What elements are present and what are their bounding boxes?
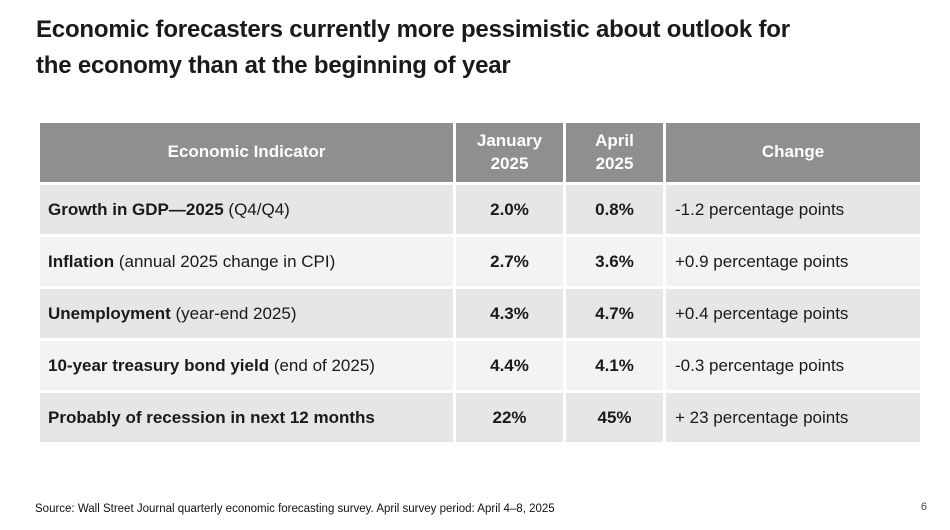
table-row: Growth in GDP—2025 (Q4/Q4) 2.0% 0.8% -1.…: [37, 182, 923, 237]
cell-change-value: +0.9 percentage points: [663, 234, 923, 289]
cell-january-value: 2.7%: [453, 234, 566, 289]
indicator-detail: (Q4/Q4): [223, 199, 290, 219]
cell-indicator-unemployment: Unemployment (year-end 2025): [37, 286, 456, 341]
cell-april-value: 4.1%: [563, 338, 666, 393]
header-january-2025: January 2025: [453, 120, 566, 185]
header-economic-indicator: Economic Indicator: [37, 120, 456, 185]
page-number: 6: [920, 501, 927, 513]
header-april-line-2: 2025: [595, 153, 634, 173]
cell-january-value: 22%: [453, 390, 566, 445]
header-april-2025: April 2025: [563, 120, 666, 185]
cell-january-value: 4.4%: [453, 338, 566, 393]
cell-indicator-inflation: Inflation (annual 2025 change in CPI): [37, 234, 456, 289]
indicator-detail: (annual 2025 change in CPI): [114, 251, 336, 271]
indicator-name: Inflation: [48, 251, 115, 271]
indicator-name: Unemployment: [48, 303, 171, 323]
slide-title: Economic forecasters currently more pess…: [36, 12, 790, 84]
indicator-name: Growth in GDP—2025: [48, 199, 224, 219]
table-row: Probably of recession in next 12 months …: [37, 390, 923, 445]
source-note: Source: Wall Street Journal quarterly ec…: [35, 503, 555, 515]
cell-change-value: -1.2 percentage points: [663, 182, 923, 237]
cell-january-value: 4.3%: [453, 286, 566, 341]
cell-change-value: -0.3 percentage points: [663, 338, 923, 393]
indicator-detail: (year-end 2025): [170, 303, 297, 323]
economic-indicators-table: Economic Indicator January 2025 April 20…: [37, 120, 923, 445]
cell-change-value: +0.4 percentage points: [663, 286, 923, 341]
header-january-line-2: 2025: [490, 153, 529, 173]
cell-indicator-recession-probability: Probably of recession in next 12 months: [37, 390, 456, 445]
cell-april-value: 4.7%: [563, 286, 666, 341]
cell-april-value: 45%: [563, 390, 666, 445]
indicator-name: 10-year treasury bond yield: [48, 355, 270, 375]
table-row: Inflation (annual 2025 change in CPI) 2.…: [37, 234, 923, 289]
cell-change-value: + 23 percentage points: [663, 390, 923, 445]
header-january-line-1: January: [476, 131, 543, 151]
slide-title-line-2: the economy than at the beginning of yea…: [36, 52, 511, 79]
cell-indicator-gdp: Growth in GDP—2025 (Q4/Q4): [37, 182, 456, 237]
header-change: Change: [663, 120, 923, 185]
cell-april-value: 3.6%: [563, 234, 666, 289]
header-april-line-1: April: [595, 131, 634, 151]
indicator-detail: (end of 2025): [269, 355, 375, 375]
table-header-row: Economic Indicator January 2025 April 20…: [37, 120, 923, 185]
table-row: Unemployment (year-end 2025) 4.3% 4.7% +…: [37, 286, 923, 341]
slide-title-line-1: Economic forecasters currently more pess…: [36, 16, 790, 43]
cell-indicator-treasury-yield: 10-year treasury bond yield (end of 2025…: [37, 338, 456, 393]
cell-january-value: 2.0%: [453, 182, 566, 237]
table-row: 10-year treasury bond yield (end of 2025…: [37, 338, 923, 393]
indicator-name: Probably of recession in next 12 months: [48, 407, 375, 427]
cell-april-value: 0.8%: [563, 182, 666, 237]
